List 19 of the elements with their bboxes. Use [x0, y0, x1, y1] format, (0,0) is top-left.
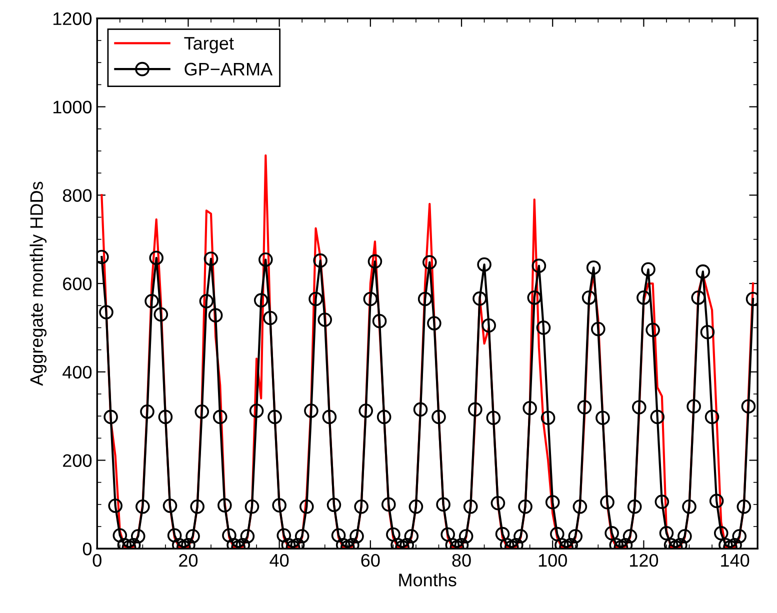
- y-axis-title: Aggregate monthly HDDs: [30, 182, 47, 386]
- y-tick-label: 0: [82, 542, 92, 556]
- x-tick-label: 120: [630, 554, 658, 567]
- legend-label: GP−ARMA: [184, 62, 273, 76]
- x-tick-label: 100: [538, 554, 567, 567]
- y-tick-label: 400: [62, 366, 92, 379]
- x-tick-label: 140: [721, 554, 750, 567]
- x-tick-label: 40: [270, 554, 289, 567]
- x-tick-label: 0: [92, 554, 102, 567]
- y-tick-label: 800: [62, 189, 92, 202]
- y-tick-label: 1200: [53, 12, 92, 26]
- y-tick-label: 200: [63, 454, 92, 467]
- y-tick-label: 600: [63, 277, 92, 290]
- legend-label: Target: [184, 37, 234, 54]
- x-axis-title: Months: [399, 573, 456, 586]
- y-tick-label: 1000: [53, 100, 92, 114]
- x-tick-label: 20: [179, 554, 198, 567]
- x-tick-label: 60: [361, 554, 380, 567]
- x-tick-label: 80: [452, 554, 471, 567]
